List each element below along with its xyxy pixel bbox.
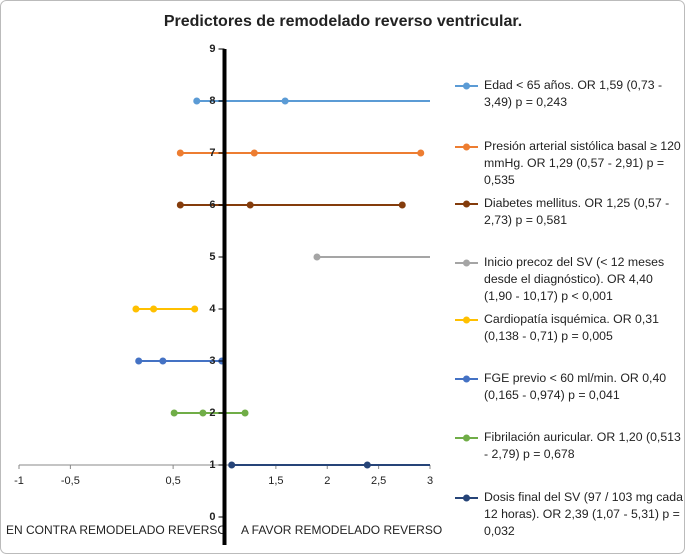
- legend-marker: [463, 375, 470, 383]
- x-tick-label: 1,5: [268, 475, 283, 487]
- y-tick-label: 7: [209, 147, 215, 159]
- point: [159, 357, 167, 365]
- x-tick-label: 3: [427, 475, 433, 487]
- x-tick-label: 0,5: [165, 475, 180, 487]
- point: [193, 97, 201, 105]
- point: [398, 201, 406, 209]
- y-tick-label: 6: [209, 199, 215, 211]
- y-tick-label: 5: [209, 251, 215, 263]
- y-tick-label: 4: [209, 303, 216, 315]
- legend-entry: FGE previo < 60 ml/min. OR 0,40 (0,165 -…: [484, 371, 667, 402]
- y-tick-label: 0: [209, 511, 215, 523]
- legend-marker: [463, 434, 470, 442]
- legend-marker: [463, 143, 470, 151]
- x-tick-label: -0,5: [61, 475, 80, 487]
- point: [250, 149, 258, 157]
- point: [132, 305, 140, 313]
- legend-entry: Fibrilación auricular. OR 1,20 (0,513 - …: [484, 430, 681, 461]
- point: [281, 97, 289, 105]
- legend-entry: Inicio precoz del SV (< 12 meses desde e…: [484, 255, 665, 303]
- point: [199, 409, 207, 417]
- x-tick-label: -1: [14, 475, 24, 487]
- legend-marker: [463, 200, 470, 208]
- legend-entry: Presión arterial sistólica basal ≥ 120 m…: [484, 139, 681, 187]
- legend-entry: Edad < 65 años. OR 1,59 (0,73 - 3,49) p …: [484, 78, 663, 109]
- point: [150, 305, 158, 313]
- point: [363, 461, 371, 469]
- series-group: [132, 97, 484, 469]
- point: [241, 409, 249, 417]
- point: [135, 357, 143, 365]
- y-tick-label: 2: [209, 407, 215, 419]
- legend-marker: [463, 316, 470, 324]
- point: [176, 201, 184, 209]
- y-tick-label: 3: [209, 355, 215, 367]
- legend-entry: Diabetes mellitus. OR 1,25 (0,57 - 2,73)…: [484, 196, 670, 227]
- right-label: A FAVOR REMODELADO REVERSO: [241, 523, 442, 537]
- x-tick-label: 2: [324, 475, 330, 487]
- legend-entry: Cardiopatía isquémica. OR 0,31 (0,138 - …: [484, 312, 659, 343]
- y-tick-label: 8: [209, 95, 215, 107]
- point: [313, 253, 321, 261]
- y-tick-label: 1: [209, 459, 215, 471]
- point: [176, 149, 184, 157]
- x-tick-label: 2,5: [371, 475, 386, 487]
- left-label: EN CONTRA REMODELADO REVERSO: [6, 523, 227, 537]
- legend-marker: [463, 259, 470, 267]
- legend-marker: [463, 494, 470, 502]
- point: [477, 98, 484, 105]
- point: [228, 461, 236, 469]
- legend-marker: [463, 82, 470, 90]
- point: [191, 305, 199, 313]
- point: [417, 149, 425, 157]
- point: [246, 201, 254, 209]
- legend-entry: Dosis final del SV (97 / 103 mg cada 12 …: [484, 490, 683, 538]
- y-tick-label: 9: [209, 43, 215, 55]
- chart-title: Predictores de remodelado reverso ventri…: [164, 13, 522, 30]
- point: [170, 409, 178, 417]
